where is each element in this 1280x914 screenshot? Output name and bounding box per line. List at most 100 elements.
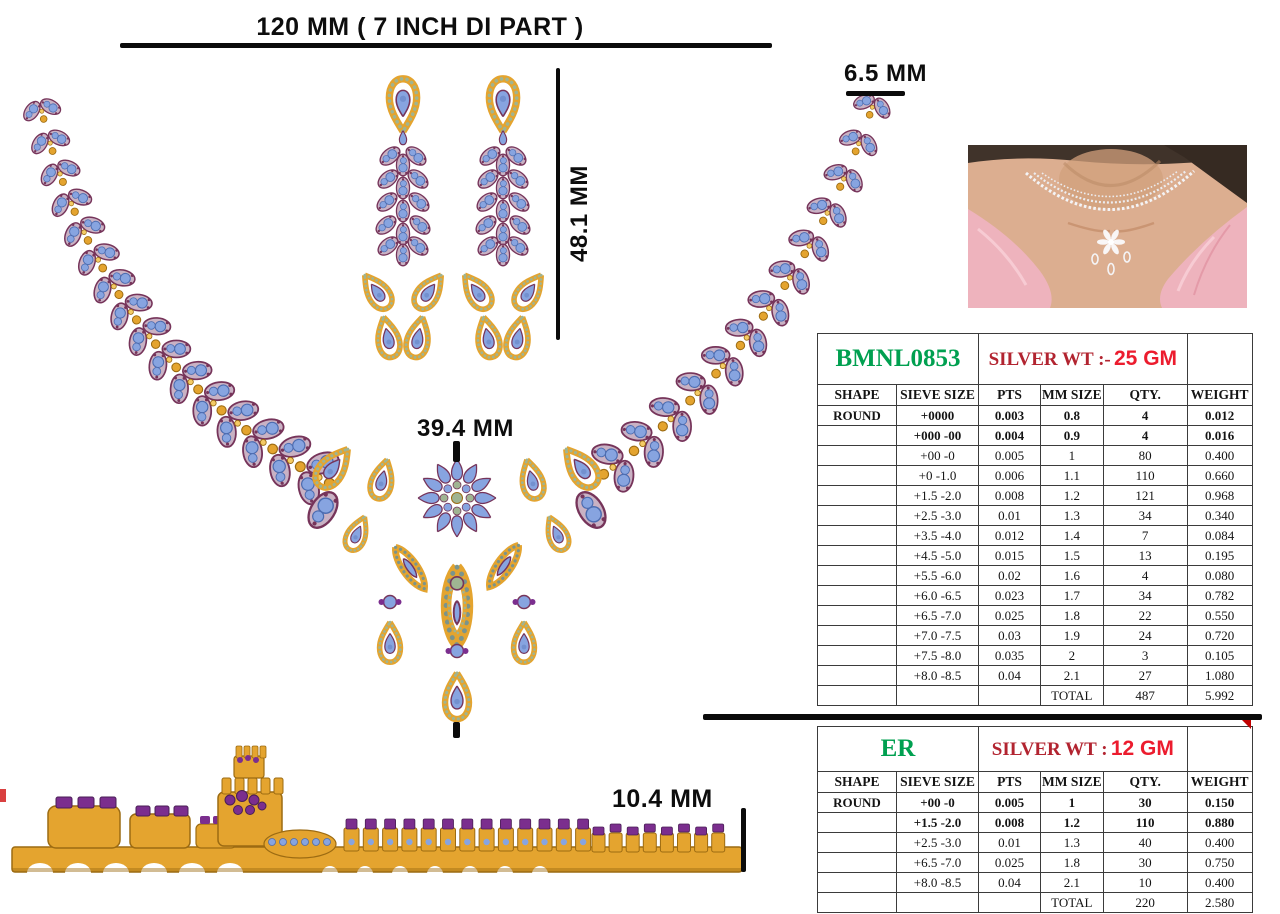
- band-depth-label: 10.4 MM: [612, 785, 713, 813]
- table-cell: 0.01: [978, 505, 1041, 526]
- table-cell: [896, 685, 979, 706]
- design-code: BMNL0853: [835, 344, 961, 372]
- table-cell: +7.0 -7.5: [896, 625, 979, 646]
- table-cell: 34: [1102, 505, 1188, 526]
- table-cell: 0.8: [1040, 405, 1104, 426]
- photo-necklace-strand: [1041, 170, 1179, 198]
- table-cell: 30: [1102, 792, 1188, 813]
- table-cell: 0.012: [978, 525, 1041, 546]
- table-cell: 7: [1102, 525, 1188, 546]
- table-cell: 0.782: [1186, 585, 1253, 606]
- table-cell: +00 -0: [896, 445, 979, 466]
- table-cell: 0.195: [1186, 545, 1253, 566]
- earring-illustration: [361, 75, 445, 361]
- column-header: QTY.: [1102, 384, 1188, 406]
- table-cell: ROUND: [817, 792, 897, 813]
- table-cell: +8.0 -8.5: [896, 872, 979, 893]
- table-cell: 0.016: [1186, 425, 1253, 446]
- column-header: SIEVE SIZE: [896, 771, 979, 793]
- table-cell: 0.105: [1186, 645, 1253, 666]
- table-cell: 1.8: [1040, 605, 1104, 626]
- table-cell: 0.005: [978, 445, 1041, 466]
- table-cell: 0.01: [978, 832, 1041, 853]
- table-cell: 0.080: [1186, 565, 1253, 586]
- table-cell: 0.004: [978, 425, 1041, 446]
- column-header: MM SIZE: [1040, 384, 1104, 406]
- table-cell: 1.3: [1040, 505, 1104, 526]
- table-cell: 1.5: [1040, 545, 1104, 566]
- table-cell: 121: [1102, 485, 1188, 506]
- table-cell: 1.9: [1040, 625, 1104, 646]
- pendant-drop-tick-top: [453, 441, 460, 462]
- table-cell: [978, 892, 1041, 913]
- earring-length-line: [556, 68, 560, 340]
- silver-weight-label: SILVER WT :: [991, 738, 1108, 760]
- table-cell: 1: [1040, 445, 1104, 466]
- earring-width-line: [846, 91, 905, 96]
- photo-fabric-fold: [1193, 224, 1231, 296]
- table-cell: +1.5 -2.0: [896, 485, 979, 506]
- earring-spec-table: ER SILVER WT : 12 GM SHAPE SIEVE SIZE PTS MM …: [817, 726, 1253, 913]
- necklace-width-line: [120, 43, 772, 48]
- table-cell: +00 -0: [896, 792, 979, 813]
- table-cell: 0.04: [978, 872, 1041, 893]
- photo-pendant-drop: [1123, 251, 1131, 263]
- table-cell: 0.023: [978, 585, 1041, 606]
- column-header: PTS: [978, 771, 1041, 793]
- model-photo-image: [968, 145, 1247, 308]
- table-cell: [817, 525, 897, 546]
- table-cell: 1.1: [1040, 465, 1104, 486]
- table-cell: 2.1: [1040, 872, 1104, 893]
- table-cell: 22: [1102, 605, 1188, 626]
- table-cell: 0.400: [1186, 445, 1253, 466]
- table-cell: 24: [1102, 625, 1188, 646]
- table-cell: 1.6: [1040, 565, 1104, 586]
- silver-weight-label: SILVER WT :-: [988, 348, 1111, 370]
- photo-pendant-drop: [1091, 253, 1099, 265]
- red-edge-mark: [0, 789, 6, 802]
- table-cell: +3.5 -4.0: [896, 525, 979, 546]
- table-cell: 0.025: [978, 605, 1041, 626]
- table-cell: [817, 812, 897, 833]
- table-cell: 0.003: [978, 405, 1041, 426]
- table-cell: 0.340: [1186, 505, 1253, 526]
- table-cell: [817, 832, 897, 853]
- table-cell: 2.580: [1186, 892, 1253, 913]
- spec-table-grid: BMNL0853 SILVER WT :- 25 GM SHAPE SIEVE SIZ…: [817, 333, 1253, 706]
- photo-collarbone-left: [1067, 221, 1111, 233]
- table-cell: 110: [1102, 465, 1188, 486]
- table-cell: 34: [1102, 585, 1188, 606]
- table-cell: [978, 685, 1041, 706]
- spec-table-grid: ER SILVER WT : 12 GM SHAPE SIEVE SIZE PTS MM …: [817, 726, 1253, 913]
- table-cell: 0.750: [1186, 852, 1253, 873]
- table-cell: +6.5 -7.0: [896, 852, 979, 873]
- table-cell: 1.7: [1040, 585, 1104, 606]
- table-cell: 0.968: [1186, 485, 1253, 506]
- table-cell: 0.008: [978, 812, 1041, 833]
- table-cell: [817, 665, 897, 686]
- table-cell: 10: [1102, 872, 1188, 893]
- table-cell: [896, 892, 979, 913]
- photo-fabric-fold: [977, 227, 1028, 286]
- table-cell: 0.9: [1040, 425, 1104, 446]
- table-cell: 1.3: [1040, 832, 1104, 853]
- table-cell: 110: [1102, 812, 1188, 833]
- pendant-drop-tick-bottom: [453, 722, 460, 738]
- table-cell: 4: [1102, 565, 1188, 586]
- table-cell: 4: [1102, 425, 1188, 446]
- design-code: ER: [880, 734, 916, 762]
- table-cell: 0.008: [978, 485, 1041, 506]
- photo-necklace-strand: [1033, 170, 1187, 204]
- table-cell: [817, 545, 897, 566]
- table-cell: +2.5 -3.0: [896, 832, 979, 853]
- table-cell: 0.04: [978, 665, 1041, 686]
- table-cell: +4.5 -5.0: [896, 545, 979, 566]
- table-cell: 1.2: [1040, 812, 1104, 833]
- column-header: QTY.: [1102, 771, 1188, 793]
- table-cell: +8.0 -8.5: [896, 665, 979, 686]
- table-cell: 27: [1102, 665, 1188, 686]
- table-cell: 0.005: [978, 792, 1041, 813]
- table-cell: 0.400: [1186, 832, 1253, 853]
- photo-pendant-flower: [1097, 229, 1125, 255]
